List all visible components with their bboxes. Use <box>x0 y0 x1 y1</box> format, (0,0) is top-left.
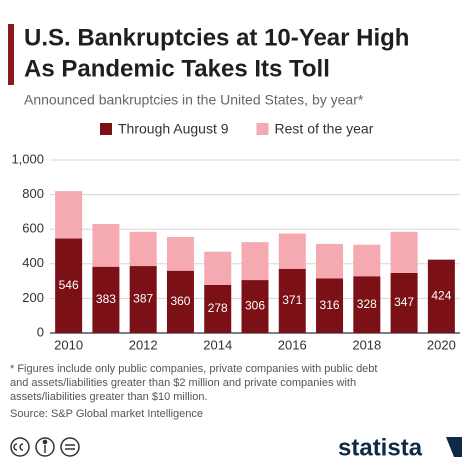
chart-title: U.S. Bankruptcies at 10-Year High <box>24 24 409 51</box>
value-label: 424 <box>431 288 451 302</box>
y-tick-label: 600 <box>22 221 44 236</box>
value-label: 383 <box>96 292 116 306</box>
bar-segment <box>427 259 455 333</box>
legend-label: Through August 9 <box>118 121 229 137</box>
bar-segment <box>204 251 232 285</box>
footnote: and assets/liabilities greater than $2 m… <box>10 377 356 389</box>
legend-swatch <box>256 123 269 135</box>
y-tick-label: 200 <box>22 290 44 305</box>
brand-icon <box>446 437 462 457</box>
bar-segment <box>390 231 418 273</box>
bar-segment <box>278 268 306 333</box>
value-label: 316 <box>320 298 340 312</box>
bar-segment <box>353 276 381 333</box>
chart-title: As Pandemic Takes Its Toll <box>24 55 330 82</box>
value-label: 546 <box>59 278 79 292</box>
footnote: assets/liabilities greater than $10 mill… <box>10 391 208 403</box>
bar-segment <box>241 242 269 281</box>
x-tick-label: 2010 <box>54 337 83 352</box>
value-label: 278 <box>208 301 228 315</box>
license-icons <box>10 437 80 457</box>
bar-segment <box>92 224 120 267</box>
bar-segment <box>390 272 418 333</box>
bar-segment <box>55 238 83 333</box>
footnote: * Figures include only public companies,… <box>10 363 377 375</box>
legend-swatch <box>100 123 112 135</box>
y-tick-label: 400 <box>22 255 44 270</box>
value-label: 306 <box>245 299 265 313</box>
value-label: 328 <box>357 297 377 311</box>
y-tick-label: 800 <box>22 186 44 201</box>
value-label: 371 <box>282 293 302 307</box>
legend-label: Rest of the year <box>275 121 374 137</box>
title-accent <box>8 24 14 85</box>
bar-segment <box>316 243 344 279</box>
x-tick-label: 2018 <box>352 337 381 352</box>
bar-segment <box>204 284 232 333</box>
source: Source: S&P Global market Intelligence <box>10 408 203 420</box>
x-tick-label: 2014 <box>203 337 232 352</box>
value-label: 360 <box>170 294 190 308</box>
chart-subtitle: Announced bankruptcies in the United Sta… <box>24 92 364 108</box>
x-tick-label: 2020 <box>427 337 456 352</box>
bar-segment <box>129 266 157 333</box>
bar-segment <box>129 231 157 267</box>
bar-segment <box>92 266 120 333</box>
bar-segment <box>166 236 194 271</box>
bar-segment <box>316 278 344 333</box>
bar-segment <box>166 270 194 333</box>
bar-segment <box>241 280 269 333</box>
brand: statista <box>338 434 423 461</box>
x-tick-label: 2012 <box>129 337 158 352</box>
bar-segment <box>353 244 381 277</box>
bar-segment <box>55 191 83 239</box>
y-tick-label: 1,000 <box>11 151 44 166</box>
value-label: 387 <box>133 292 153 306</box>
y-tick-label: 0 <box>37 324 44 339</box>
value-label: 347 <box>394 295 414 309</box>
x-tick-label: 2016 <box>278 337 307 352</box>
bar-segment <box>278 233 306 269</box>
